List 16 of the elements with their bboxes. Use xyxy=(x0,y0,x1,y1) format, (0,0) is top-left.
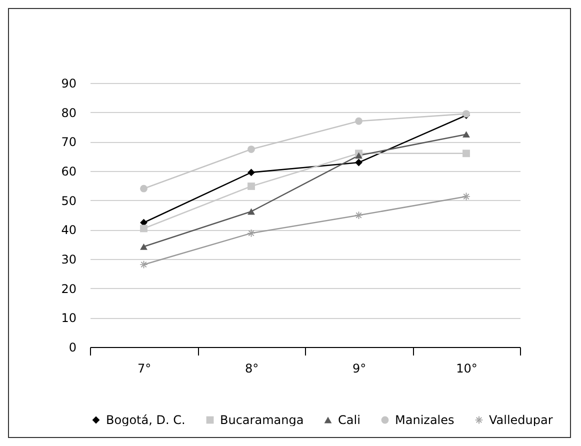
y-tick-label: 90 xyxy=(61,76,76,90)
legend-label: Manizales xyxy=(395,413,454,427)
y-tick-label: 50 xyxy=(61,194,76,208)
y-tick-label: 80 xyxy=(61,106,76,120)
x-tick-label: 8° xyxy=(244,362,259,376)
y-tick-label: 70 xyxy=(61,135,76,150)
x-tick-label: 9° xyxy=(352,362,366,376)
y-tick-label: 60 xyxy=(61,164,76,178)
y-tick-label: 20 xyxy=(61,282,76,296)
x-tick-label: 7° xyxy=(137,362,152,376)
y-tick-label: 30 xyxy=(61,252,76,266)
x-tick-label: 10° xyxy=(456,362,478,376)
y-tick-label: 40 xyxy=(61,223,76,238)
legend-label: Cali xyxy=(338,413,360,427)
y-tick-label: 10 xyxy=(61,311,76,326)
y-tick-label: 0 xyxy=(68,340,76,354)
